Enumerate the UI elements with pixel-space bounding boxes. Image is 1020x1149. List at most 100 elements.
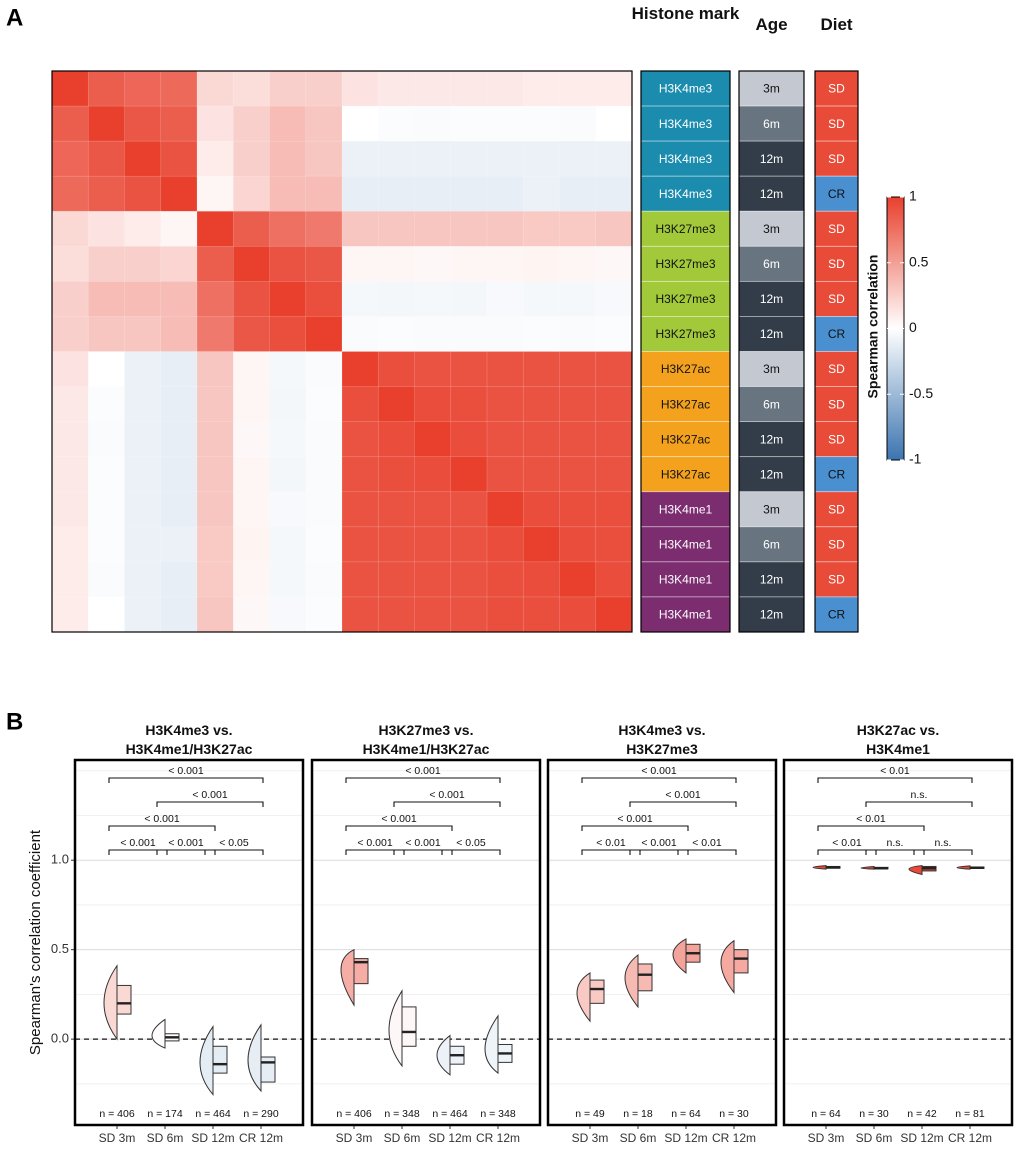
heatmap-cell: [559, 210, 597, 247]
significance-bracket: [817, 849, 877, 855]
heatmap-cell: [595, 105, 633, 142]
heatmap-cell: [486, 386, 524, 423]
heatmap-cell: [414, 70, 452, 107]
significance-label: n.s.: [911, 789, 928, 801]
heatmap-cell: [232, 456, 271, 493]
heatmap-cell: [87, 140, 126, 177]
heatmap-cell: [341, 246, 379, 282]
half-violin: [436, 1034, 451, 1076]
half-violin: [720, 939, 735, 995]
x-tick-label: SD 3m: [99, 1131, 136, 1145]
heatmap-cell: [595, 316, 633, 353]
heatmap-cell: [522, 316, 561, 353]
heatmap-cell: [595, 596, 633, 633]
heatmap-cell: [160, 456, 198, 493]
heatmap-cell: [160, 210, 198, 247]
heatmap-cell: [414, 246, 452, 282]
annotation-cell: [814, 105, 859, 142]
annotation-label: CR: [828, 467, 846, 481]
significance-bracket: [108, 777, 264, 783]
heatmap-cell: [87, 491, 126, 528]
heatmap-cell: [51, 526, 89, 563]
heatmap-cell: [160, 491, 198, 528]
heatmap-cell: [341, 351, 379, 388]
significance-bracket: [345, 849, 405, 855]
heatmap-cell: [414, 281, 452, 318]
significance-label: < 0.001: [168, 765, 203, 777]
heatmap-cell: [486, 561, 524, 598]
heatmap-cell: [305, 491, 343, 528]
annotation-label: CR: [828, 327, 846, 341]
annotation-border: [640, 70, 731, 633]
heatmap-cell: [450, 316, 488, 353]
heatmap-cell: [305, 526, 343, 563]
annotation-cell: [814, 491, 859, 528]
heatmap-cell: [522, 351, 561, 388]
significance-bracket: [581, 849, 641, 855]
heatmap-cell: [269, 456, 307, 493]
x-tick-label: CR 12m: [712, 1131, 756, 1145]
annotation-label: H3K4me1: [659, 608, 713, 622]
significance-label: < 0.001: [168, 837, 203, 849]
heatmap-cell: [87, 456, 126, 493]
heatmap-cell: [377, 281, 416, 318]
heatmap-cell: [450, 526, 488, 563]
heatmap-cell: [486, 210, 524, 247]
n-label: n = 81: [955, 1108, 985, 1120]
annotation-label: 12m: [760, 187, 783, 201]
heatmap-cell: [51, 175, 89, 212]
significance-label: < 0.05: [456, 837, 486, 849]
heatmap-cell: [196, 140, 234, 177]
heatmap-cell: [522, 210, 561, 247]
significance-label: < 0.001: [405, 837, 440, 849]
heatmap-cell: [414, 351, 452, 388]
heatmap-cell: [450, 491, 488, 528]
n-label: n = 464: [195, 1108, 230, 1120]
annotation-label: 12m: [760, 467, 783, 481]
heatmap-cell: [305, 421, 343, 458]
heatmap-cell: [522, 596, 561, 633]
heatmap-cell: [414, 316, 452, 353]
heatmap-cell: [595, 526, 633, 563]
significance-label: < 0.001: [429, 789, 464, 801]
heatmap-cell: [51, 210, 89, 247]
n-label: n = 290: [243, 1108, 278, 1120]
heatmap-cell: [269, 70, 307, 107]
heatmap-cell: [559, 386, 597, 423]
annotation-label: H3K27me3: [655, 327, 715, 341]
half-violin: [103, 964, 118, 1041]
heatmap-cell: [559, 175, 597, 212]
annotation-label: 3m: [763, 222, 780, 236]
x-tick-label: SD 3m: [336, 1131, 373, 1145]
heatmap-cell: [595, 386, 633, 423]
heatmap-cell: [87, 526, 126, 563]
heatmap-cell: [450, 456, 488, 493]
heatmap-cell: [559, 281, 597, 318]
annotation-cell: [814, 316, 859, 352]
annotation-cell: [738, 561, 805, 598]
box: [733, 949, 749, 974]
facet-title: H3K4me3 vs. H3K4me1/H3K27ac: [125, 722, 253, 757]
heatmap-cell: [450, 210, 488, 247]
x-tick-label: SD 12m: [900, 1131, 943, 1145]
heatmap-cell: [232, 561, 271, 598]
annotation-label: SD: [828, 538, 845, 552]
heatmap-cell: [232, 421, 271, 458]
heatmap-cell: [414, 105, 452, 142]
heatmap-cell: [377, 316, 416, 353]
annotation-border: [814, 70, 859, 633]
x-tick-label: SD 6m: [384, 1131, 421, 1145]
heatmap-cell: [595, 456, 633, 493]
colorbar-tick-label: 0.5: [909, 253, 929, 269]
heatmap-cell: [124, 175, 162, 212]
significance-label: < 0.001: [120, 837, 155, 849]
half-violin: [388, 989, 403, 1068]
heatmap-cell: [87, 596, 126, 633]
box: [260, 1056, 276, 1083]
annotation-label: 3m: [763, 502, 780, 516]
annotation-label: H3K27me3: [655, 257, 715, 271]
heatmap-cell: [305, 561, 343, 598]
facet-title: H3K27ac vs. H3K4me1: [856, 722, 940, 757]
annotation-label: SD: [828, 152, 845, 166]
